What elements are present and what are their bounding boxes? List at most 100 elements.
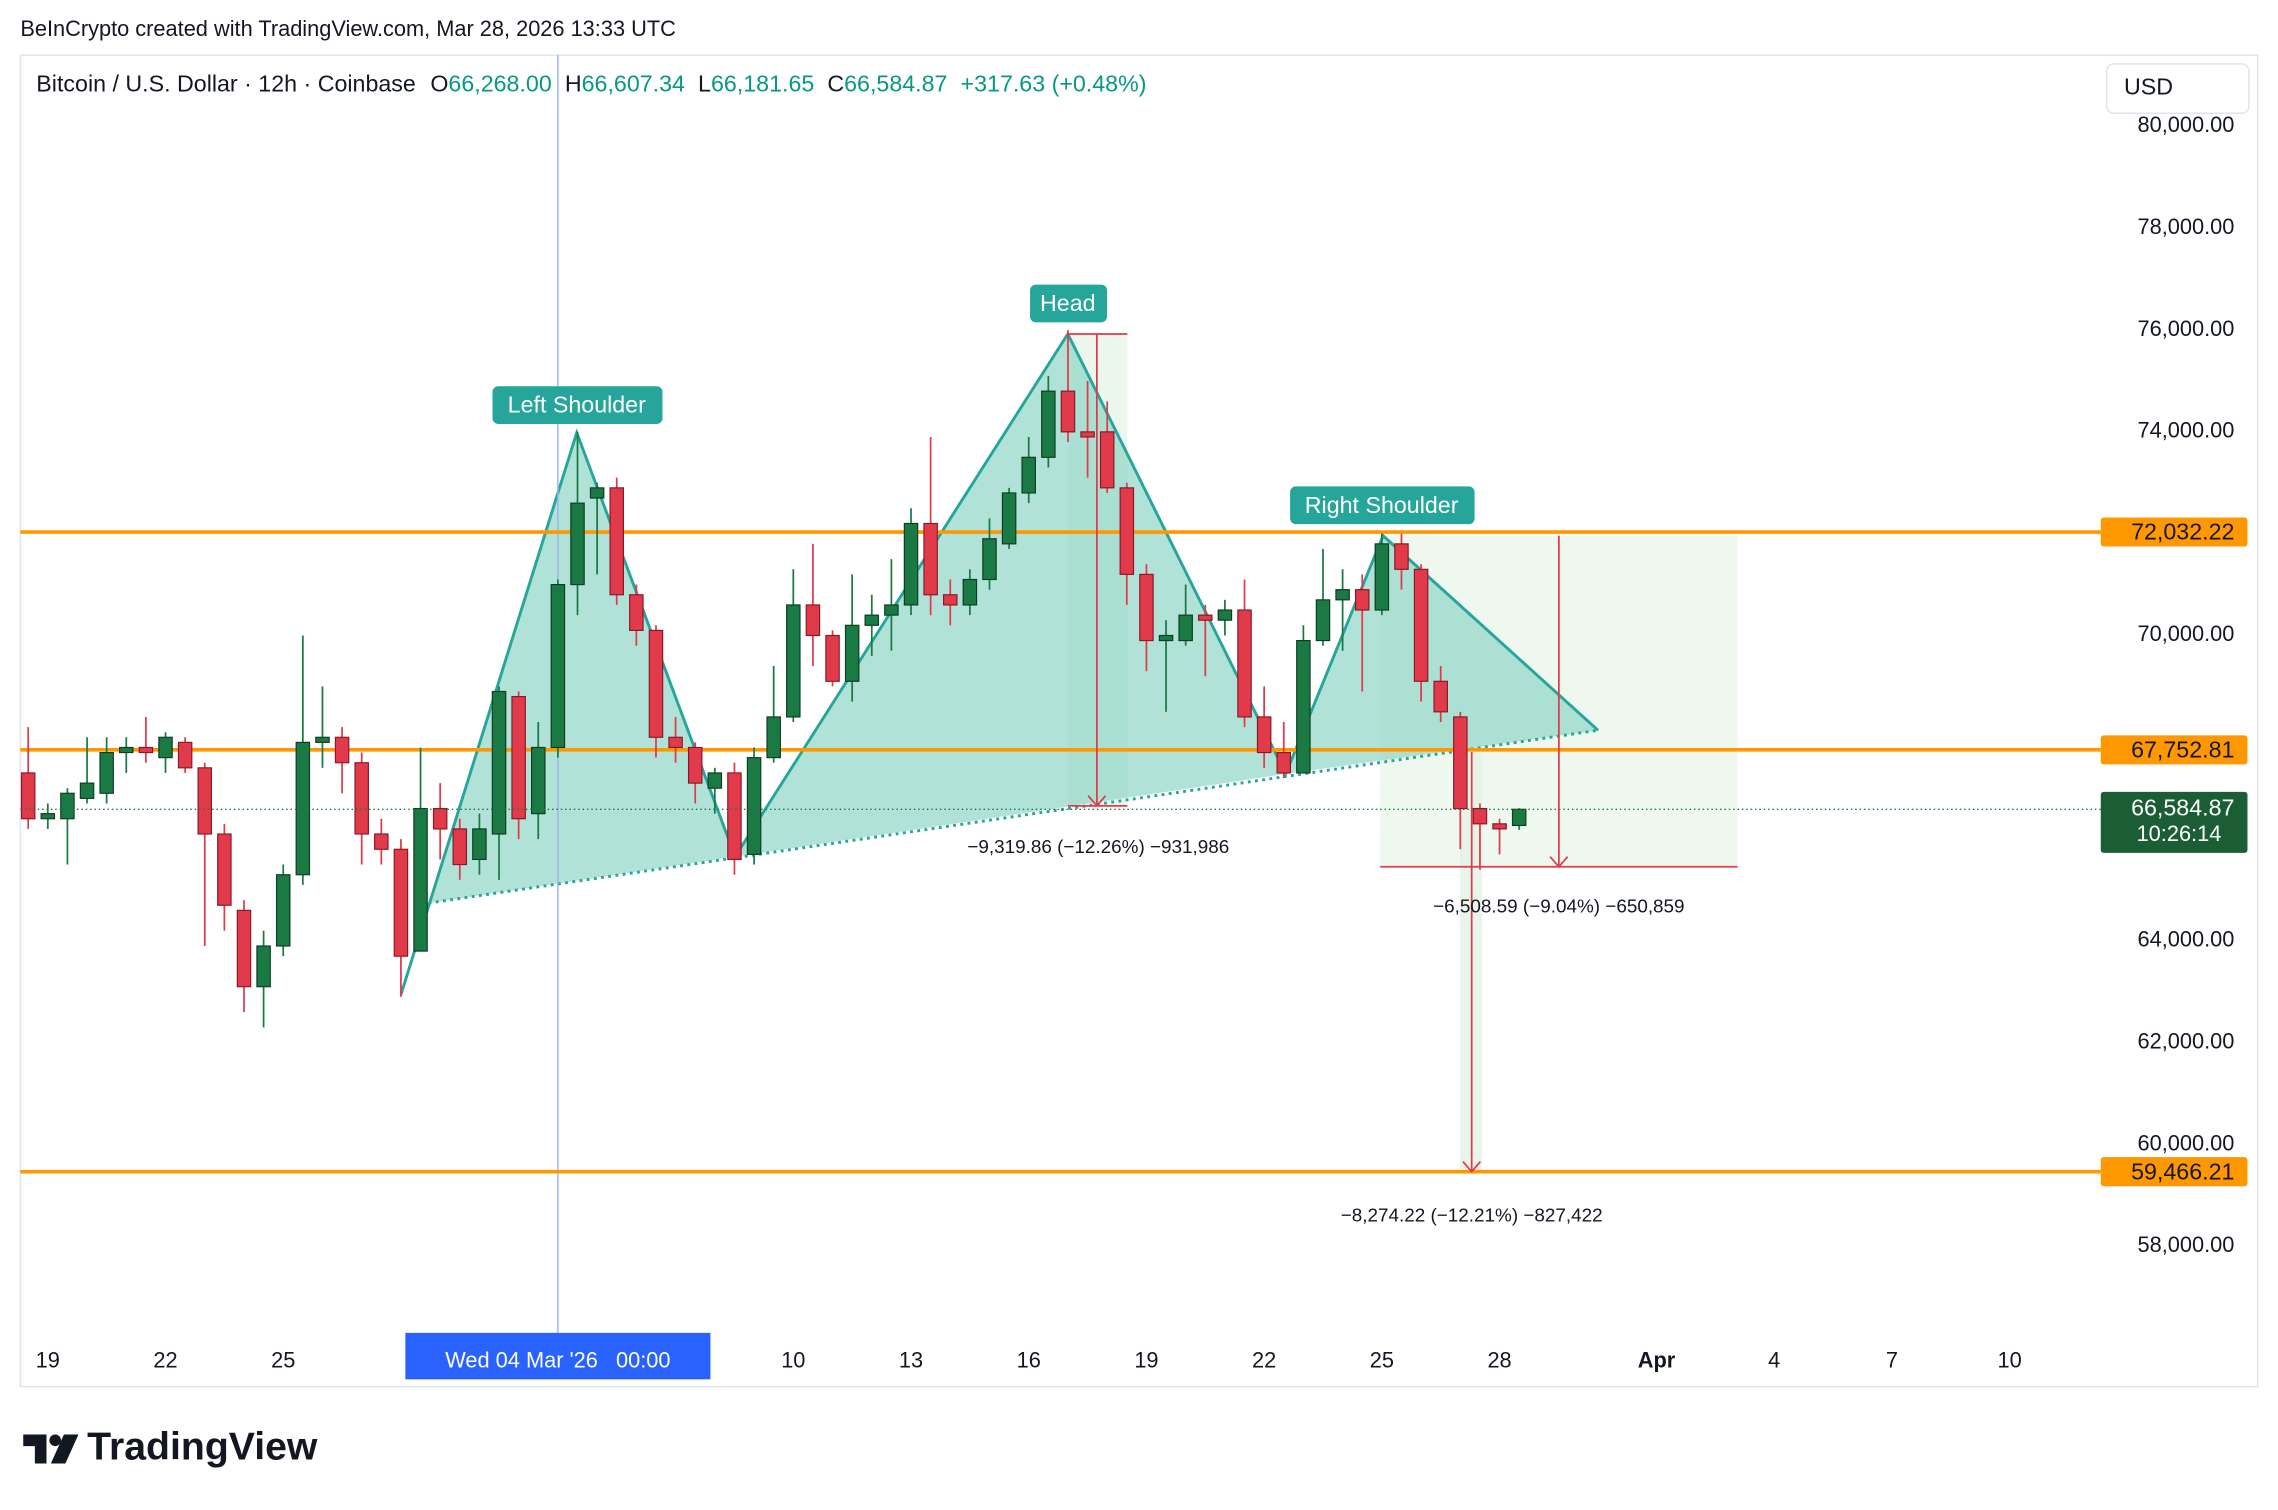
y-tick-label: 80,000.00 (2138, 112, 2235, 137)
candle-body (491, 690, 507, 835)
x-tick-label: 25 (1370, 1348, 1394, 1373)
ohlc-key: H (565, 71, 582, 97)
candle-body (1237, 609, 1252, 718)
annotation-box (1030, 284, 1108, 323)
crosshair-label: Wed 04 Mar '26 00:00 (445, 1348, 670, 1373)
symbol: Bitcoin / U.S. Dollar · 12h · Coinbase (36, 71, 416, 97)
legend: Bitcoin / U.S. Dollar · 12h · Coinbase O6… (36, 71, 1146, 97)
ohlc-value: 66,584.87 (844, 71, 947, 97)
marks-layer (20, 55, 2101, 1333)
x-tick-label: 16 (1017, 1348, 1041, 1373)
candle-body (982, 538, 997, 581)
candle-body (1217, 609, 1233, 621)
candle-body (1296, 639, 1311, 774)
candle-body (177, 741, 193, 769)
candle-body (1472, 807, 1488, 825)
arrow-head (1549, 856, 1569, 869)
candle-body (786, 604, 801, 718)
candle-body (825, 634, 840, 682)
candle-body (962, 578, 978, 606)
candle-body (570, 502, 585, 586)
candle-body (119, 746, 134, 754)
countdown: 10:26:14 (2137, 821, 2222, 846)
currency[interactable]: USD (2124, 74, 2173, 100)
candle-body (79, 782, 95, 799)
x-tick-label: 28 (1487, 1348, 1511, 1373)
candle-body (1099, 431, 1115, 489)
candle-body (923, 522, 938, 596)
candle-body (746, 757, 762, 855)
neckline (428, 728, 1599, 905)
candle-body (1001, 492, 1017, 545)
crosshair-label-box (405, 1332, 711, 1380)
candle-body (334, 736, 350, 764)
price-line-label: 67,752.81 (2131, 736, 2234, 762)
y-tick-label: 60,000.00 (2138, 1130, 2235, 1155)
price-line-label-box (2100, 735, 2248, 765)
pattern-fill (735, 333, 1286, 857)
candle-body (1178, 614, 1193, 642)
annotation-box (492, 386, 663, 424)
x-tick-label: 10 (1998, 1348, 2022, 1373)
candle-body (236, 909, 252, 988)
candle-body (1315, 599, 1331, 642)
measurement-label: −8,274.22 (−12.21%) −827,422 (1341, 1206, 1603, 1227)
candle-body (864, 614, 880, 626)
currency-button[interactable] (2105, 63, 2250, 114)
last-price-label: 66,584.87 (2131, 794, 2234, 820)
candle-body (1511, 808, 1527, 827)
candle-body (766, 716, 781, 759)
candle-body (40, 813, 56, 820)
price-line-label-box (2100, 517, 2248, 547)
candle-body (1139, 573, 1154, 642)
candle-body (942, 594, 958, 606)
ohlc-value: 66,268.00 (448, 71, 551, 97)
candle-body (354, 762, 369, 835)
candle-body (648, 629, 664, 738)
x-tick-label: 25 (271, 1348, 295, 1373)
y-tick-label: 64,000.00 (2138, 927, 2235, 952)
candle-body (1021, 456, 1036, 494)
candle-body (589, 487, 605, 499)
candle-body (1041, 390, 1056, 458)
candle-body (158, 736, 173, 759)
candle-body (1492, 823, 1507, 830)
candle-body (1413, 568, 1429, 682)
ohlc-value: 66,181.65 (711, 71, 814, 97)
candle-body (727, 772, 742, 861)
x-tick-label: 7 (1886, 1348, 1898, 1373)
change: +317.63 (+0.48%) (961, 71, 1147, 97)
chart-frame (19, 54, 2259, 1388)
ohlc-key: C (827, 71, 844, 97)
ohlc-key: L (698, 71, 711, 97)
candle-body (1354, 589, 1370, 611)
y-tick-label: 70,000.00 (2138, 621, 2235, 646)
candle-body (1060, 390, 1076, 433)
candle-body (413, 807, 428, 952)
candle-body (1335, 589, 1350, 601)
candle-body (1453, 716, 1468, 810)
x-tick-label: 10 (781, 1348, 805, 1373)
candle-body (903, 522, 919, 606)
candle-body (1119, 487, 1135, 575)
y-tick-label: 76,000.00 (2138, 316, 2235, 341)
logo-icon (23, 1434, 79, 1464)
y-tick-label: 78,000.00 (2138, 214, 2235, 239)
candle-body (609, 487, 625, 596)
x-tick-label: 13 (899, 1348, 923, 1373)
candle-body (472, 828, 487, 861)
measurement-label: −6,508.59 (−9.04%) −650,859 (1433, 896, 1684, 917)
arrow-head (1087, 795, 1107, 808)
candle-body (20, 772, 36, 820)
price-line-label-box (2100, 1157, 2248, 1187)
candle-body (1276, 751, 1292, 774)
candle-body (295, 741, 311, 876)
measurement-label: −9,319.86 (−12.26%) −931,986 (967, 837, 1229, 858)
candle-body (1080, 431, 1095, 438)
candle-body (687, 746, 703, 784)
logo-text: TradingView (87, 1425, 318, 1468)
candle-body (393, 848, 409, 957)
x-tick-label: 19 (36, 1348, 60, 1373)
candle-body (315, 736, 330, 743)
